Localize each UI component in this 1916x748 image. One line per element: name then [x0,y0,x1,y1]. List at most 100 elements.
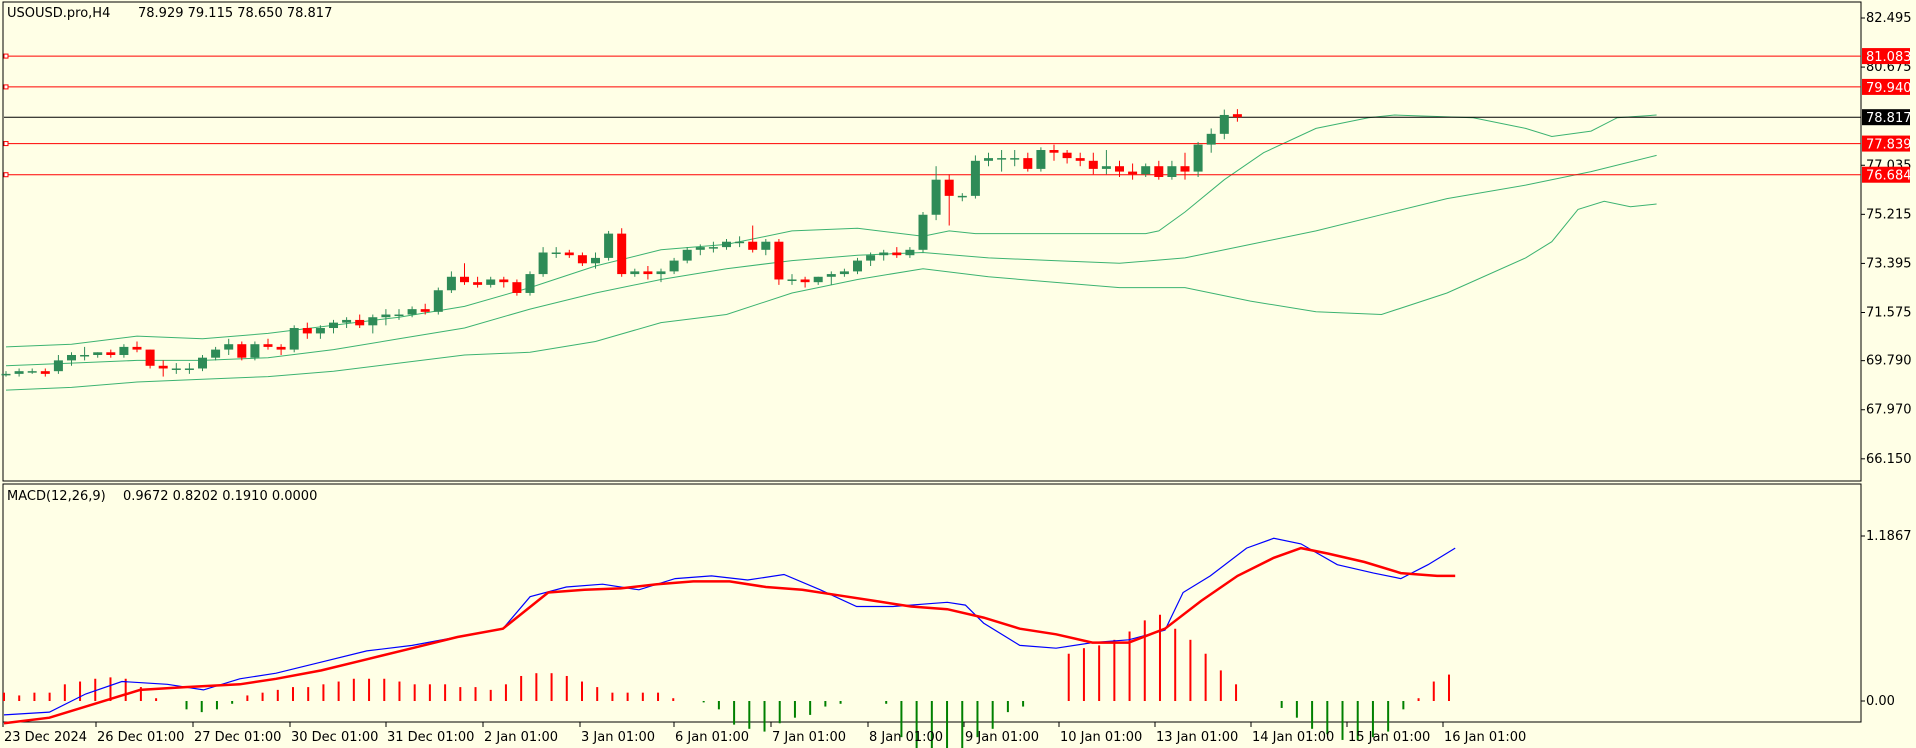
price-tick-label: 67.970 [1866,403,1912,418]
macd-tick-label: 0.00 [1866,694,1895,709]
level-price-tag-label: 81.083 [1866,50,1912,65]
candle-body [1023,158,1033,169]
level-price-tag [1862,78,1910,95]
candle-body [27,371,37,373]
candle-body [564,252,574,256]
candle-body [551,252,561,255]
candle-body [931,179,941,215]
candle-body [211,349,221,358]
x-axis-label: 27 Dec 01:00 [194,730,281,745]
candle-body [577,255,587,264]
candle-body [695,247,705,250]
candle-body [433,290,443,312]
candle-body [486,279,496,285]
level-price-tag-label: 76.684 [1866,169,1912,184]
candle-body [40,371,50,374]
macd-tick-label: 1.1867 [1866,529,1912,544]
candle-body [368,317,378,326]
x-axis-label: 15 Jan 01:00 [1348,730,1430,745]
bollinger-lower-band [5,200,1657,391]
candle-body [315,328,325,334]
candle-body [525,274,535,293]
x-axis-label: 31 Dec 01:00 [387,730,474,745]
candle-body [446,276,456,291]
macd-values: 0.9672 0.8202 0.1910 0.0000 [123,489,317,504]
macd-label: MACD(12,26,9) [7,489,106,504]
candle-body [1154,166,1164,177]
x-axis-label: 7 Jan 01:00 [772,730,846,745]
price-tick-label: 73.395 [1866,256,1912,271]
candle-body [656,271,666,275]
current-price-tag-label: 78.817 [1866,111,1912,126]
candle-body [67,354,76,361]
x-axis-label: 3 Jan 01:00 [581,730,655,745]
level-handle [3,172,9,178]
candle-body [1128,171,1138,175]
x-axis-label: 2 Jan 01:00 [484,730,558,745]
x-axis-label: 6 Jan 01:00 [675,730,749,745]
candle-body [748,241,758,250]
candle-body [944,179,954,196]
candle-body [839,271,849,275]
level-handle [3,141,9,147]
candle-body [1167,166,1177,177]
current-price-tag [1862,109,1910,126]
candle-body [735,241,745,244]
level-lines: 81.083 79.940 77.839 76.684 78.817 [3,48,1912,184]
candle-body [538,252,548,275]
candle-body [106,352,116,355]
x-axis-label: 30 Dec 01:00 [291,730,378,745]
candle-body [80,354,90,357]
candle-body [1180,166,1190,172]
candle-body [171,368,181,370]
main-pane-frame [2,1,1862,482]
candle-body [329,322,338,329]
x-axis-label: 14 Jan 01:00 [1252,730,1334,745]
x-axis-label: 16 Jan 01:00 [1444,730,1526,745]
x-axis-label: 10 Jan 01:00 [1060,730,1142,745]
price-tick-label: 66.150 [1866,452,1912,467]
candle-body [407,309,417,315]
x-axis-label: 8 Jan 01:00 [869,730,943,745]
candle-body [604,233,614,258]
candle-body [957,195,967,198]
candle-body [250,344,260,358]
candle-body [826,274,836,277]
candle-body [643,271,653,275]
candle-body [158,365,168,369]
candle-body [813,276,823,283]
candle-body [53,360,63,372]
candle-body [132,346,142,350]
candle-body [1062,152,1072,159]
candle-body [708,247,718,249]
candle-body [224,344,234,350]
candle-body [787,279,797,281]
level-price-tag-label: 77.839 [1866,138,1912,153]
candle-body [420,309,430,312]
candle-body [1232,114,1242,118]
candle-body [93,352,103,355]
candle-body [473,282,483,285]
candle-body [499,279,509,283]
candle-body [1219,114,1229,134]
symbol-info: USOUSD.pro,H4 [7,6,110,21]
candle-body [722,241,731,248]
level-price-tag [1862,135,1910,152]
candle-body [1101,166,1111,169]
candle-body [355,319,365,326]
level-handle [3,53,9,59]
macd-signal-line [3,546,1456,725]
candle-body [1075,158,1085,161]
candle-body [198,357,207,369]
bollinger-middle-band [5,154,1657,367]
candle-body [1206,133,1216,145]
candle-body [263,344,273,347]
candle-body [394,314,404,317]
candle-body [669,260,679,272]
ohlc-readout: 78.929 79.115 78.650 78.817 [138,6,332,21]
candle-body [14,371,24,374]
candle-body [1088,160,1098,169]
